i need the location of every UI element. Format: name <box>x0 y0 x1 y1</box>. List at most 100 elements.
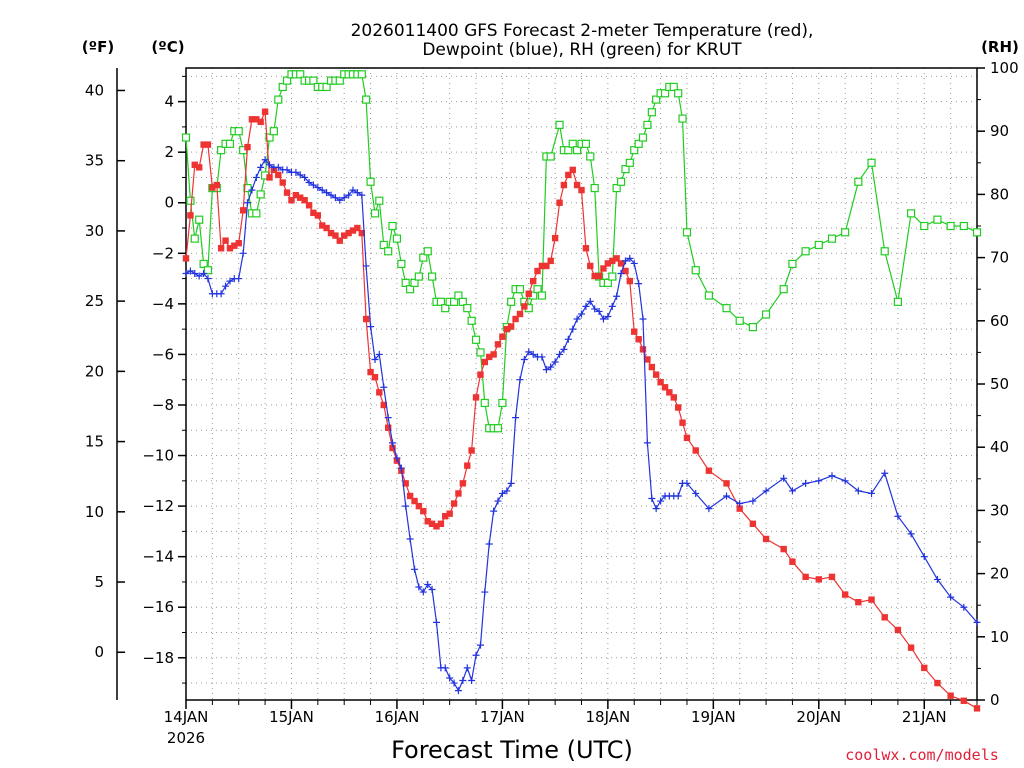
temperature-point <box>261 108 269 115</box>
x-axis-year-label: 2026 <box>167 729 205 747</box>
dewpoint-point <box>235 275 243 283</box>
rh-point <box>203 266 213 275</box>
rh-point <box>748 323 757 332</box>
rh-point <box>335 76 344 85</box>
rh-point <box>682 228 692 237</box>
rh-tick-label: 30 <box>990 501 1009 519</box>
temperature-point <box>569 166 576 174</box>
fahrenheit-tick-label: 35 <box>85 152 104 170</box>
dewpoint-point <box>547 363 555 371</box>
temperature-point <box>477 371 484 378</box>
rh-tick-label: 50 <box>990 375 1009 393</box>
x-tick-label: 14JAN <box>164 708 209 726</box>
fahrenheit-tick-label: 30 <box>85 222 104 240</box>
dewpoint-point <box>450 679 458 687</box>
x-tick-label: 20JAN <box>796 708 841 726</box>
celsius-tick-label: −14 <box>142 548 174 566</box>
temperature-point <box>464 462 471 469</box>
rh-point <box>234 127 243 136</box>
axes: 14JAN 15JAN 16JAN 17JAN 18JAN 19JAN 20JAN 21JAN… <box>85 59 1019 726</box>
temperature-point <box>613 255 620 262</box>
dewpoint-point <box>762 487 770 495</box>
temperature-point <box>217 245 225 252</box>
dewpoint-point <box>327 191 335 199</box>
temperature-point <box>244 143 251 151</box>
temperature-point <box>934 679 941 687</box>
dewpoint-point <box>578 310 585 318</box>
rh-point <box>674 89 683 98</box>
celsius-tick-label: −4 <box>152 295 174 313</box>
temperature-point <box>305 202 313 209</box>
dewpoint-point <box>749 497 757 505</box>
dewpoint-point <box>358 191 366 199</box>
dewpoint-point <box>419 588 427 596</box>
temperature-point <box>279 179 286 186</box>
dewpoint-point <box>736 500 744 508</box>
rh-point <box>735 316 744 325</box>
dewpoint-point <box>305 179 313 187</box>
dewpoint-point <box>441 664 449 672</box>
rh-point <box>441 304 450 313</box>
rh-point <box>397 259 406 269</box>
temperature-point <box>644 356 651 363</box>
temperature-point <box>736 505 743 512</box>
rh-point <box>761 310 771 319</box>
dewpoint-point <box>780 474 788 482</box>
rh-point <box>322 82 331 92</box>
rh-point <box>480 398 489 408</box>
temperature-point <box>367 368 374 376</box>
rh-point <box>946 221 955 231</box>
rh-point <box>392 234 402 243</box>
rh-point <box>612 183 621 193</box>
temperature-point <box>402 480 409 487</box>
dewpoint-point <box>551 358 559 366</box>
dewpoint-point <box>362 262 370 270</box>
temperature-point <box>358 229 366 237</box>
dewpoint-point <box>569 325 577 333</box>
temperature-point <box>516 310 524 318</box>
rh-point <box>581 139 591 148</box>
rh-point <box>616 177 626 186</box>
rh-point <box>362 95 371 104</box>
grid-lines <box>186 68 977 700</box>
temperature-point <box>406 492 414 500</box>
dewpoint-point <box>186 267 194 275</box>
temperature-point <box>534 267 541 275</box>
temperature-point <box>231 242 238 249</box>
rh-point <box>669 82 678 92</box>
rh-point <box>449 297 459 306</box>
rh-tick-label: 100 <box>990 59 1019 77</box>
celsius-tick-label: −6 <box>152 345 174 363</box>
dewpoint-point <box>331 194 339 202</box>
temperature-point <box>442 513 449 520</box>
temperature-point <box>191 161 198 169</box>
fahrenheit-tick-label: 10 <box>85 503 104 521</box>
temperature-point <box>380 401 387 409</box>
dewpoint-point <box>595 307 603 315</box>
celsius-unit-label: (ºC) <box>151 38 184 56</box>
temperature-point <box>675 404 682 411</box>
temperature-point <box>600 265 607 272</box>
dewpoint-point <box>454 687 462 695</box>
temperature-point <box>622 267 629 275</box>
temperature-point <box>459 480 467 487</box>
dewpoint-point <box>252 173 260 181</box>
rh-point <box>652 95 661 104</box>
dewpoint-point <box>384 414 392 422</box>
temperature-point <box>362 315 370 323</box>
temperature-point <box>314 212 322 219</box>
rh-point <box>357 70 366 79</box>
temperature-point <box>789 558 796 565</box>
rh-point <box>722 304 731 313</box>
temperature-point <box>604 260 612 267</box>
rh-point <box>555 120 564 129</box>
temperature-point <box>670 394 677 401</box>
rh-point <box>564 146 573 155</box>
dewpoint-point <box>617 270 625 278</box>
dewpoint-point <box>894 512 902 520</box>
dewpoint-point <box>652 505 660 513</box>
temperature-point <box>253 116 260 123</box>
rh-point <box>647 108 656 117</box>
dewpoint-point <box>573 315 581 323</box>
